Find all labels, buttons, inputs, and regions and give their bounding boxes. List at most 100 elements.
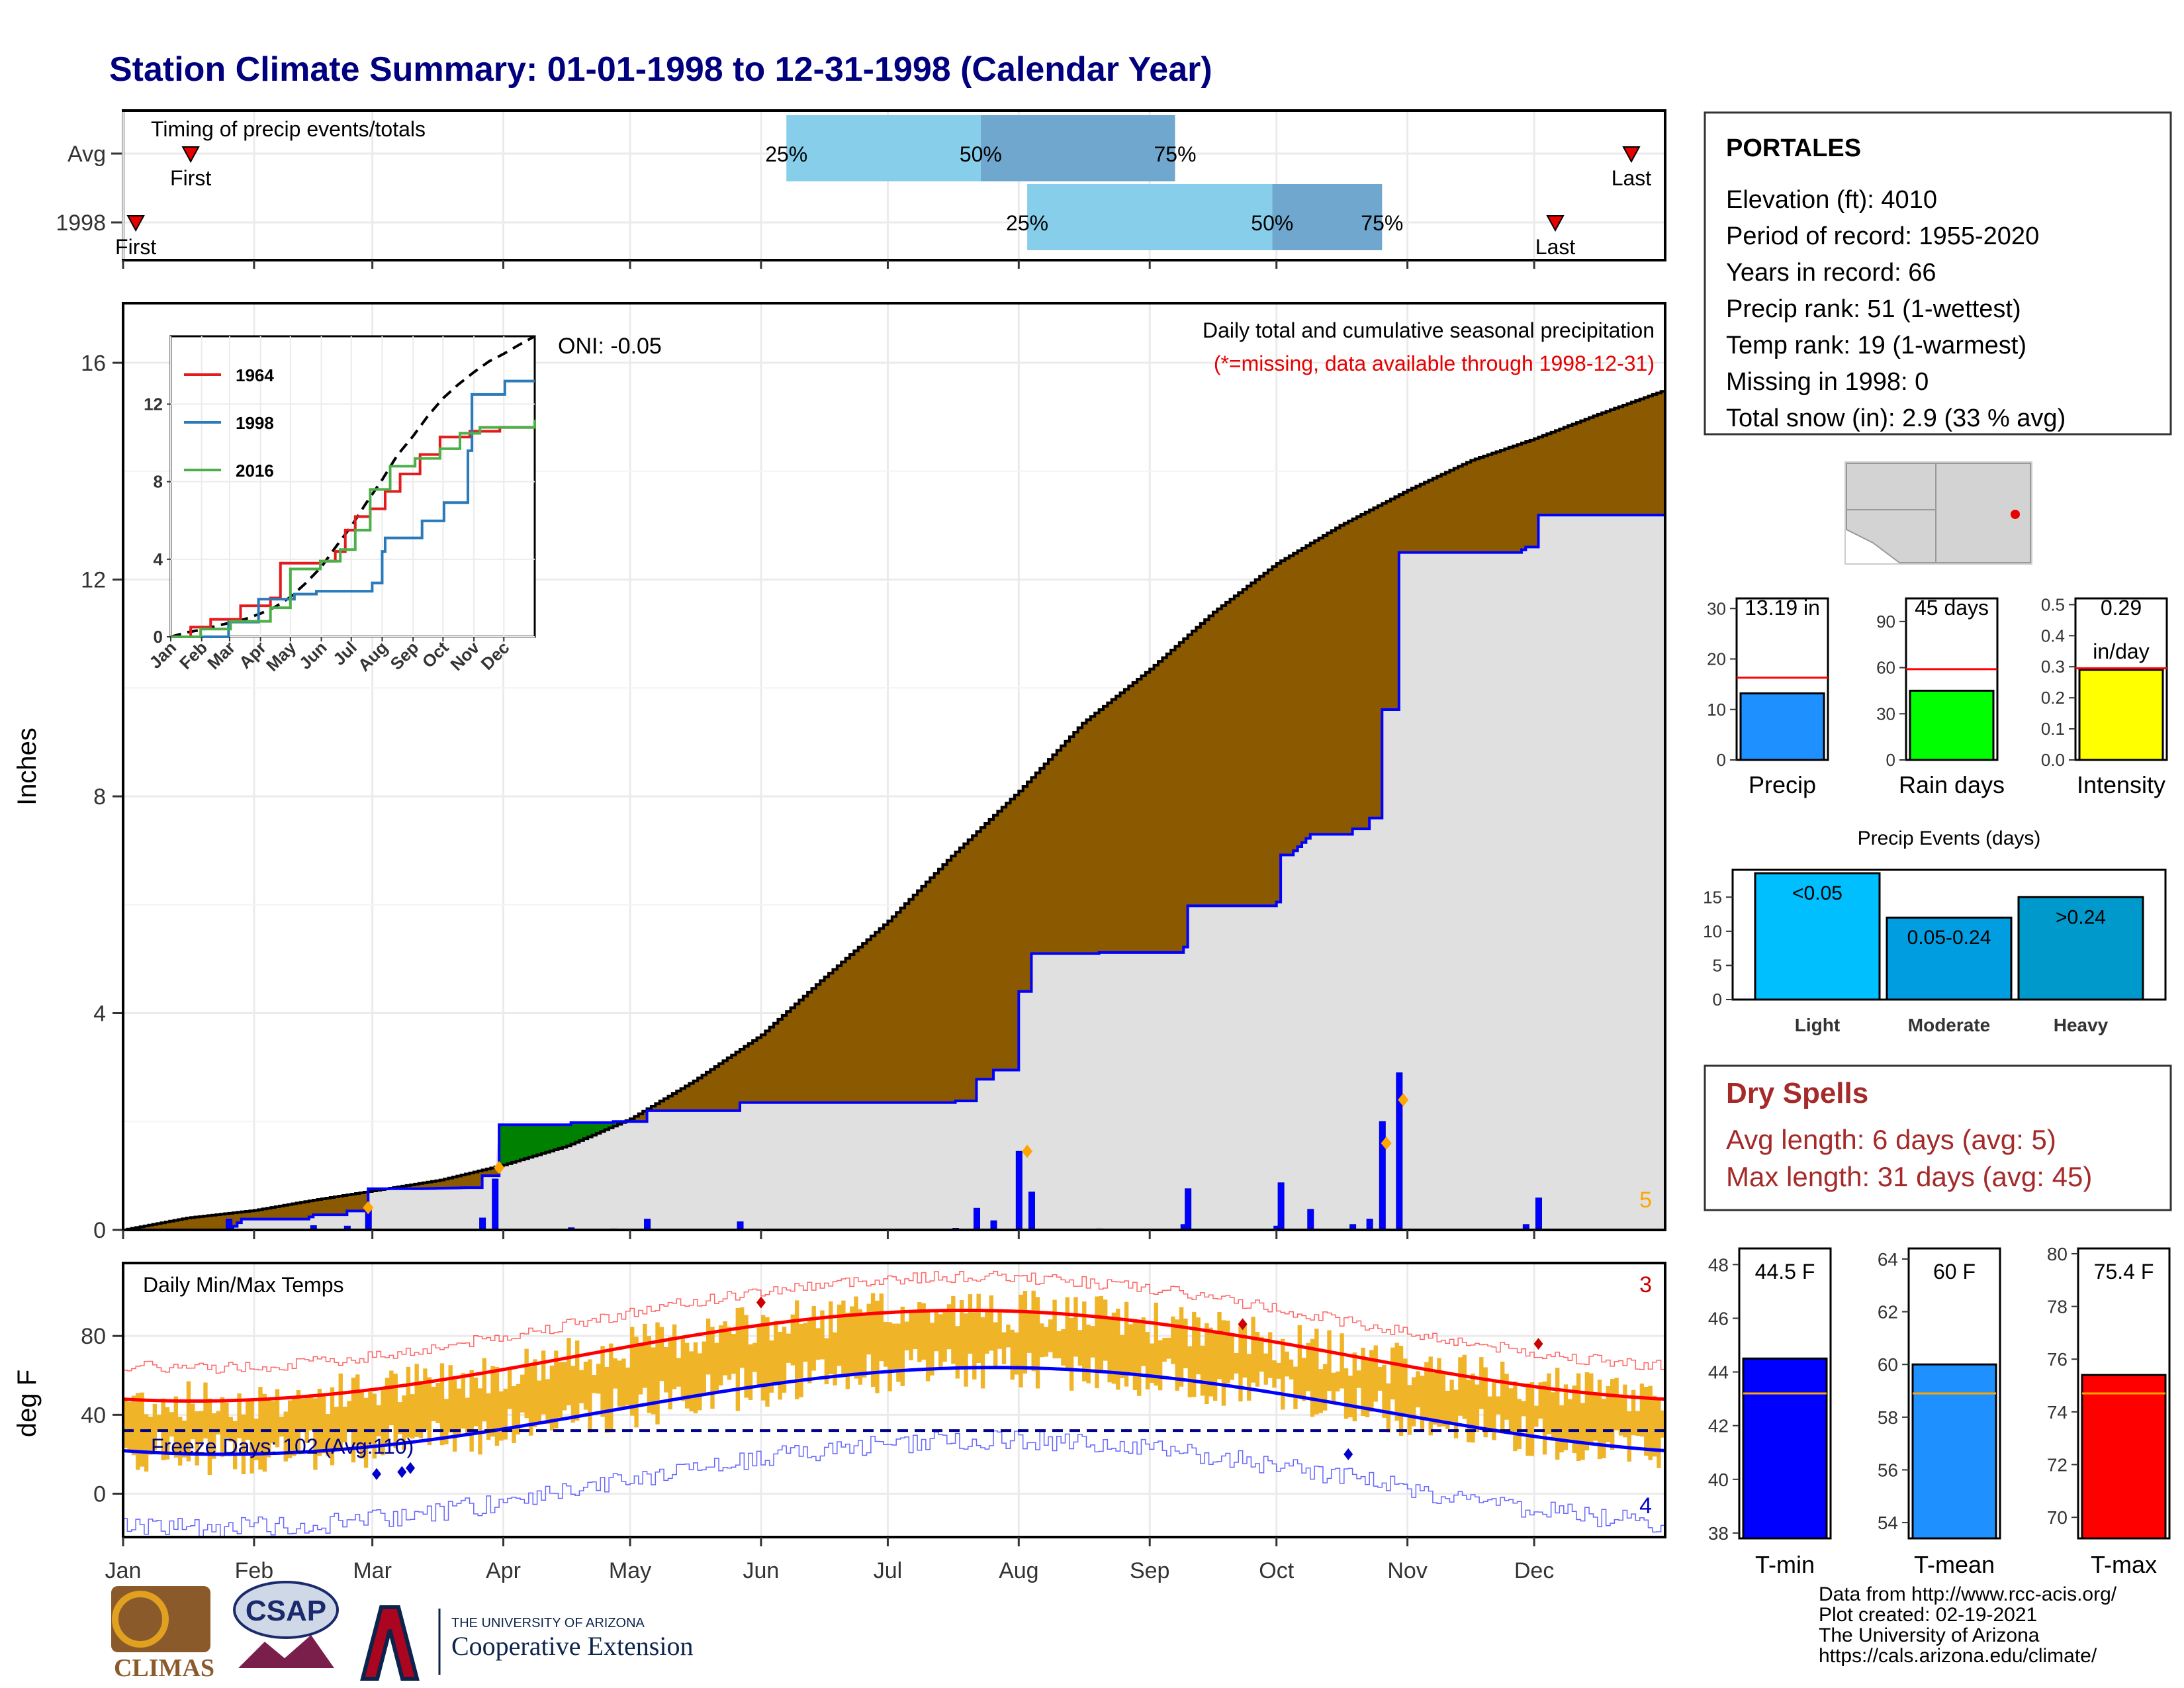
month-axis-label: Nov: [1387, 1558, 1427, 1583]
summary-bar-intensity: [2078, 669, 2164, 761]
precip-y-tick-label: 12: [81, 568, 106, 593]
daily-precip-bar: [1366, 1219, 1373, 1231]
footer-credit-line: Data from http://www.rcc-acis.org/: [1819, 1583, 2117, 1605]
timing-marker: [1622, 146, 1641, 164]
temp-hot-count: 3: [1639, 1272, 1652, 1297]
timing-pct-label: 50%: [960, 142, 1002, 166]
record-high-marker: [1533, 1338, 1543, 1350]
timing-panel: Avg 25% 50% 75% First Last 1998 25% 50% 75% First L…: [56, 109, 1666, 269]
csap-logo-cloud: [233, 1581, 339, 1639]
summary-bar-y-tick-label: 20: [1707, 649, 1726, 669]
temp-bar-y-tick-label: 70: [2047, 1507, 2068, 1528]
month-axis-label: Oct: [1259, 1558, 1294, 1583]
timing-marker-label: First: [115, 235, 156, 259]
temp-y-tick-label: 0: [93, 1481, 106, 1507]
month-axis-label: Dec: [1514, 1558, 1554, 1583]
temp-bar-y-tick-label: 44: [1708, 1362, 1729, 1383]
station-info-line: Precip rank: 51 (1-wettest): [1726, 295, 2021, 323]
temp-bar-value-label: 44.5 F: [1755, 1260, 1815, 1284]
event-category-label: Moderate: [1908, 1015, 1990, 1035]
temp-bar-y-tick-label: 62: [1878, 1302, 1898, 1323]
temp-bar-y-tick-label: 48: [1708, 1254, 1729, 1275]
record-low-marker: [372, 1468, 382, 1480]
inset-legend-label: 2016: [236, 461, 274, 481]
summary-bar-y-tick-label: 0.0: [2041, 750, 2065, 770]
temp-cold-count: 4: [1639, 1493, 1652, 1519]
record-low-marker: [397, 1466, 407, 1478]
month-axis-label: Apr: [486, 1558, 521, 1583]
temp-bar-t-min: [1742, 1357, 1828, 1540]
temp-bar-t-mean: [1911, 1363, 1997, 1540]
month-axis-label: Aug: [999, 1558, 1039, 1583]
daily-precip-bar: [1277, 1182, 1285, 1231]
freeze-days-label: Freeze Days: 102 (Avg:110): [151, 1434, 414, 1458]
dry-spells-frame: [1704, 1064, 2172, 1211]
precip-summary-bars: 0 10 20 30 13.19 in Precip 0 30 60 90 45 days Rain …: [1707, 594, 2168, 798]
record-low-marker: [1343, 1448, 1353, 1460]
flagged-precip-marker: [363, 1201, 374, 1215]
timing-bar-50-75: [1272, 184, 1383, 250]
temp-bar-y-tick-label: 64: [1878, 1249, 1898, 1270]
summary-bar-y-tick-label: 30: [1707, 598, 1726, 618]
summary-bar-value-label: 0.29: [2101, 596, 2142, 620]
events-y-tick-label: 5: [1713, 955, 1722, 975]
temp-bar-y-tick-label: 46: [1708, 1308, 1729, 1329]
event-category-label: Heavy: [2054, 1015, 2109, 1035]
temp-y-tick-label: 80: [81, 1324, 106, 1349]
csap-logo-text: CSAP: [246, 1595, 326, 1627]
summary-bar-y-tick-label: 30: [1876, 704, 1895, 724]
timing-bar-25-50: [1027, 184, 1273, 250]
record-low-marker: [406, 1462, 416, 1474]
event-category-label: Light: [1795, 1015, 1840, 1035]
climas-logo-graphic: [111, 1586, 210, 1652]
station-info-line: Period of record: 1955-2020: [1726, 222, 2039, 250]
timing-marker: [181, 146, 200, 164]
precip-y-tick-label: 16: [81, 351, 106, 376]
timing-pct-label: 25%: [765, 142, 807, 166]
temp-y-axis-label: deg F: [13, 1370, 42, 1437]
summary-bar-value-label: 13.19 in: [1745, 596, 1820, 620]
temp-bar-y-tick-label: 40: [1708, 1470, 1729, 1490]
station-location-dot: [2011, 510, 2020, 519]
precip-y-tick-label: 4: [93, 1002, 106, 1027]
summary-bar-y-tick-label: 0.1: [2041, 719, 2065, 739]
inset-series-line-1998: [171, 379, 535, 638]
event-bar-label: <0.05: [1792, 882, 1843, 904]
temp-bar-y-tick-label: 42: [1708, 1416, 1729, 1436]
summary-bar-y-tick-label: 90: [1876, 612, 1895, 632]
month-axis-label: Sep: [1130, 1558, 1170, 1583]
station-info-line: Total snow (in): 2.9 (33 % avg): [1726, 404, 2066, 432]
event-bar-moderate: [1886, 916, 2013, 1001]
summary-bar-raindays: [1909, 689, 1995, 761]
timing-pct-label: 75%: [1361, 211, 1403, 235]
daily-precip-bar: [479, 1217, 486, 1231]
csap-logo-mountains: [238, 1635, 334, 1668]
footer-credit-line: The University of Arizona: [1819, 1624, 2040, 1646]
summary-bar-y-tick-label: 0: [1717, 750, 1726, 770]
events-y-tick-label: 15: [1703, 887, 1722, 907]
record-high-marker: [1238, 1318, 1248, 1331]
precip-y-axis-label: Inches: [13, 727, 42, 806]
temp-bar-label: T-min: [1755, 1551, 1815, 1578]
timing-pct-label: 50%: [1251, 211, 1293, 235]
month-axis-label: May: [609, 1558, 651, 1583]
ua-extension-text: Cooperative Extension: [451, 1631, 693, 1661]
summary-bar-y-tick-label: 0: [1886, 750, 1895, 770]
inset-y-tick-label: 0: [154, 627, 163, 647]
summary-bar-y-tick-label: 0.4: [2041, 626, 2065, 645]
temp-bar-value-label: 60 F: [1933, 1260, 1976, 1284]
temp-bar-label: T-max: [2091, 1551, 2157, 1578]
timing-caption: Timing of precip events/totals: [151, 117, 426, 141]
timing-marker: [1546, 215, 1565, 232]
inset-legend-label: 1998: [236, 413, 274, 433]
flagged-precip-marker: [1398, 1093, 1409, 1107]
temp-frame: [122, 1262, 1666, 1538]
station-info-line: Temp rank: 19 (1-warmest): [1726, 332, 2026, 359]
footer-credit-line: Plot created: 02-19-2021: [1819, 1604, 2037, 1626]
dry-spells-box: Dry Spells Avg length: 6 days (avg: 5) Max…: [1704, 1064, 2172, 1211]
temp-y-tick-label: 40: [81, 1403, 106, 1428]
precip-events-chart: Precip Events (days) 0 5 10 15 <0.05 Light 0.05…: [1703, 827, 2167, 1035]
event-bar-light: [1754, 872, 1881, 1001]
timing-pct-label: 25%: [1006, 211, 1048, 235]
inset-y-tick-label: 12: [144, 395, 163, 414]
